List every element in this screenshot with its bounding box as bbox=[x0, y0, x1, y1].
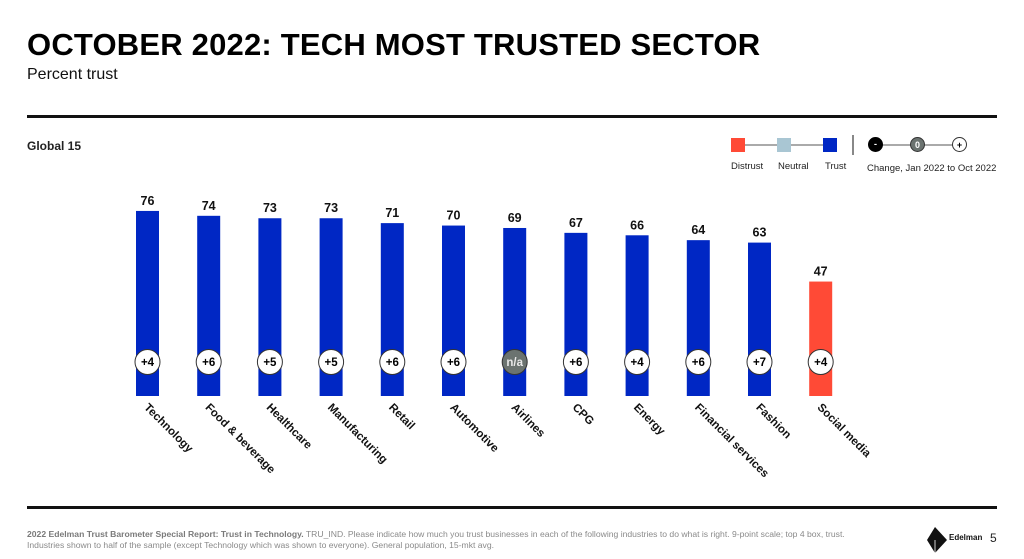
legend-label-distrust: Distrust bbox=[731, 161, 764, 172]
bar bbox=[136, 210, 159, 396]
change-label: +5 bbox=[325, 357, 339, 369]
change-label: +6 bbox=[692, 357, 705, 369]
change-label: +4 bbox=[141, 357, 155, 369]
bar-group: 71 +6 Retail bbox=[379, 206, 417, 433]
edelman-logo-icon bbox=[927, 527, 947, 553]
footer-divider bbox=[27, 506, 997, 509]
legend-change-label: Change, Jan 2022 to Oct 2022 bbox=[867, 163, 997, 174]
bar-chart: 76 +4 Technology 74 +6 Food & beverage 73 +5 Hea… bbox=[134, 194, 874, 480]
bar-group: 67 +6 CPG bbox=[562, 216, 596, 428]
change-label: +6 bbox=[569, 357, 582, 369]
page-subtitle: Percent trust bbox=[27, 66, 118, 83]
category-label: Automotive bbox=[447, 402, 500, 455]
region-label: Global 15 bbox=[27, 139, 82, 153]
change-na-marker bbox=[501, 349, 528, 375]
category-label: Energy bbox=[631, 402, 667, 438]
change-marker bbox=[379, 349, 406, 375]
change-marker bbox=[134, 349, 161, 375]
value-label: 76 bbox=[141, 194, 155, 208]
category-label: Airlines bbox=[509, 402, 547, 440]
value-label: 64 bbox=[691, 223, 705, 237]
change-label: +4 bbox=[631, 357, 645, 369]
value-label: 71 bbox=[385, 206, 399, 220]
bar-group: 66 +4 Energy bbox=[624, 218, 667, 438]
change-label: +5 bbox=[263, 357, 277, 369]
change-label: +6 bbox=[386, 357, 399, 369]
change-marker bbox=[195, 349, 222, 375]
legend-swatch-trust bbox=[823, 138, 837, 152]
change-marker bbox=[318, 349, 345, 375]
legend-label-trust: Trust bbox=[825, 161, 847, 172]
value-label: 69 bbox=[508, 211, 522, 225]
category-label: Fashion bbox=[753, 402, 793, 442]
legend-change-negative-icon: - bbox=[868, 137, 883, 152]
category-label: Food & beverage bbox=[203, 402, 277, 476]
bar-group: 63 +7 Fashion bbox=[746, 226, 793, 442]
change-label: +4 bbox=[814, 357, 828, 369]
header-divider bbox=[27, 115, 997, 118]
legend-swatch-neutral bbox=[777, 138, 791, 152]
change-marker bbox=[562, 349, 589, 375]
value-label: 63 bbox=[753, 226, 767, 240]
change-label: +6 bbox=[202, 357, 215, 369]
category-label: Social media bbox=[815, 402, 874, 461]
value-label: 74 bbox=[202, 199, 216, 213]
category-label: Technology bbox=[141, 402, 195, 456]
page-number: 5 bbox=[990, 531, 997, 545]
bar-group: 69 n/a Airlines bbox=[501, 211, 547, 440]
change-marker bbox=[256, 349, 283, 375]
category-label: Retail bbox=[386, 402, 417, 433]
value-label: 67 bbox=[569, 216, 583, 230]
legend-change-zero-icon: 0 bbox=[910, 137, 925, 152]
change-marker bbox=[440, 349, 467, 375]
legend-separator bbox=[852, 135, 854, 155]
bar-group: 70 +6 Automotive bbox=[440, 209, 501, 455]
bar-group: 73 +5 Manufacturing bbox=[318, 201, 390, 467]
change-label: +7 bbox=[753, 357, 766, 369]
change-marker bbox=[685, 349, 712, 375]
value-label: 73 bbox=[324, 201, 338, 215]
category-label: CPG bbox=[570, 402, 596, 428]
value-label: 47 bbox=[814, 265, 828, 279]
brand-name: Edelman bbox=[949, 533, 983, 542]
category-label: Manufacturing bbox=[325, 402, 390, 467]
category-label: Healthcare bbox=[264, 402, 314, 452]
bar-group: 76 +4 Technology bbox=[134, 194, 195, 456]
legend-label-neutral: Neutral bbox=[778, 161, 809, 172]
change-label: +6 bbox=[447, 357, 460, 369]
source-title: 2022 Edelman Trust Barometer Special Rep… bbox=[27, 529, 304, 539]
legend: Distrust Neutral Trust - 0 + Change, Jan… bbox=[720, 130, 1020, 180]
page-title: OCTOBER 2022: TECH MOST TRUSTED SECTOR bbox=[27, 27, 761, 62]
legend-swatch-distrust bbox=[731, 138, 745, 152]
source-text: TRU_IND. Please indicate how much you tr… bbox=[27, 529, 845, 550]
change-marker bbox=[807, 349, 834, 375]
change-label: n/a bbox=[506, 357, 523, 369]
edelman-logo: Edelman bbox=[927, 527, 982, 553]
change-marker bbox=[746, 349, 773, 375]
change-marker bbox=[624, 349, 651, 375]
value-label: 73 bbox=[263, 201, 277, 215]
bar bbox=[809, 281, 833, 396]
source-footnote: 2022 Edelman Trust Barometer Special Rep… bbox=[27, 529, 877, 551]
value-label: 66 bbox=[630, 218, 644, 232]
value-label: 70 bbox=[447, 209, 461, 223]
bar-group: 47 +4 Social media bbox=[807, 265, 874, 461]
bar-group: 73 +5 Healthcare bbox=[256, 201, 314, 452]
legend-change-positive-icon: + bbox=[952, 137, 967, 152]
